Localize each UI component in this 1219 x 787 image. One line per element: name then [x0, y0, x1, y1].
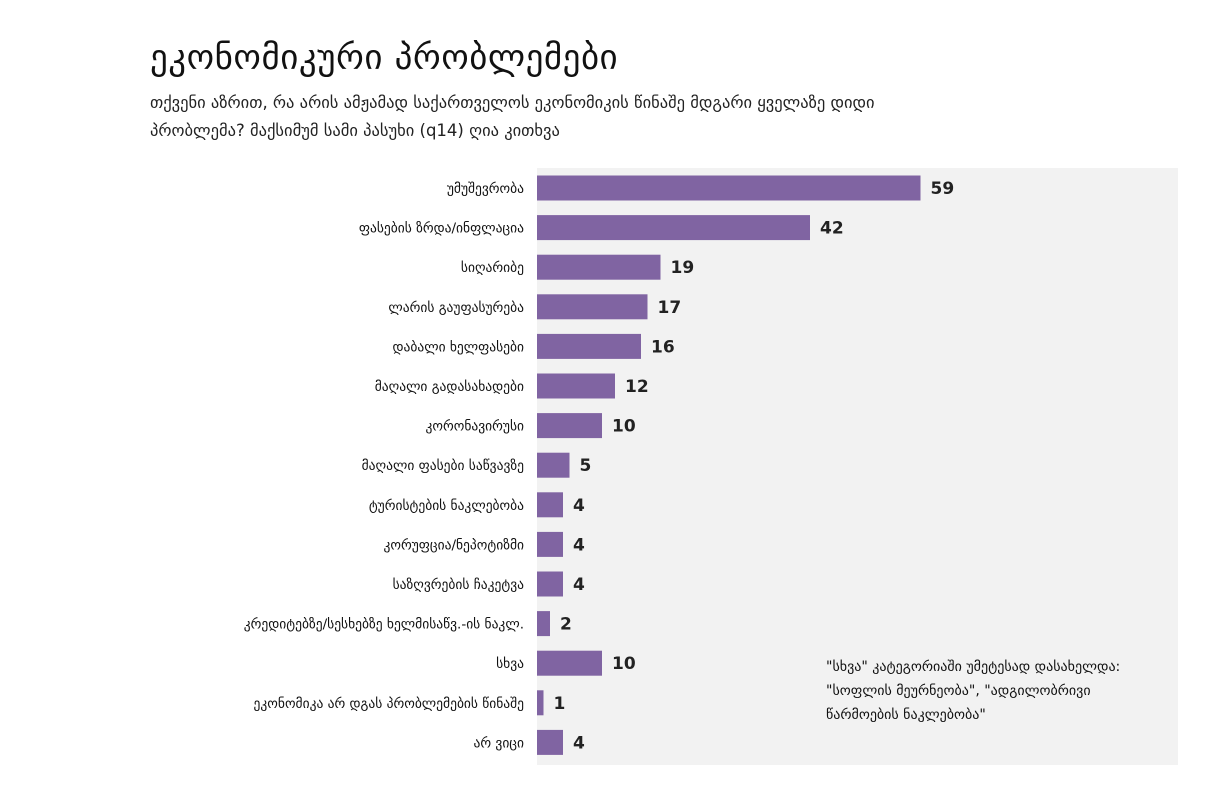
bar	[537, 492, 563, 518]
category-label: ლარის გაუფასურება	[388, 299, 524, 316]
category-label: კრედიტებზე/სესხებზე ხელმისაწვ.-ის ნაკლ.	[244, 616, 524, 633]
value-label: 4	[573, 496, 585, 516]
bar	[537, 175, 921, 201]
category-label: ეკონომიკა არ დგას პრობლემების წინაშე	[254, 695, 525, 712]
bar	[537, 571, 563, 597]
category-label: მაღალი ფასები საწვავზე	[362, 458, 525, 474]
category-label: ტურისტების ნაკლებობა	[369, 497, 524, 514]
bar	[537, 690, 544, 716]
category-label: ფასების ზრდა/ინფლაცია	[359, 220, 524, 237]
category-label: სხვა	[496, 656, 524, 672]
chart-subtitle: თქვენი აზრით, რა არის ამჟამად საქართველო…	[150, 93, 875, 140]
bar	[537, 254, 661, 280]
bar	[537, 531, 563, 557]
value-label: 10	[612, 654, 636, 674]
bar	[537, 729, 563, 755]
bar	[537, 611, 550, 637]
category-label: მაღალი გადასახადები	[375, 379, 524, 395]
value-label: 19	[671, 258, 695, 278]
category-label: უმუშევრობა	[447, 180, 524, 197]
value-label: 4	[573, 535, 585, 555]
category-label: არ ვიცი	[474, 734, 525, 751]
category-label: კორუფცია/ნეპოტიზმი	[383, 536, 524, 553]
value-label: 4	[573, 733, 585, 753]
value-label: 16	[651, 337, 675, 357]
value-label: 4	[573, 575, 585, 595]
bar	[537, 650, 602, 676]
bar	[537, 413, 602, 439]
bar	[537, 373, 615, 399]
value-label: 12	[625, 377, 649, 397]
category-label: სიღარიბე	[461, 259, 524, 276]
value-label: 42	[820, 219, 844, 239]
bar	[537, 294, 648, 320]
chart-note: "სხვა" კატეგორიაში უმეტესად დასახელდა: "…	[826, 659, 1121, 723]
value-label: 17	[658, 298, 682, 318]
bar	[537, 452, 570, 478]
category-label: კორონავირუსი	[425, 418, 524, 435]
chart-title: ეკონომიკური პრობლემები	[150, 38, 619, 78]
value-label: 1	[554, 694, 566, 714]
category-label: დაბალი ხელფასები	[392, 339, 524, 355]
category-label: საზღვრების ჩაკეტვა	[393, 576, 525, 593]
value-label: 5	[580, 456, 592, 476]
bar	[537, 215, 810, 241]
value-label: 10	[612, 417, 636, 437]
bar	[537, 333, 641, 359]
value-label: 59	[931, 179, 955, 199]
value-label: 2	[560, 615, 572, 635]
